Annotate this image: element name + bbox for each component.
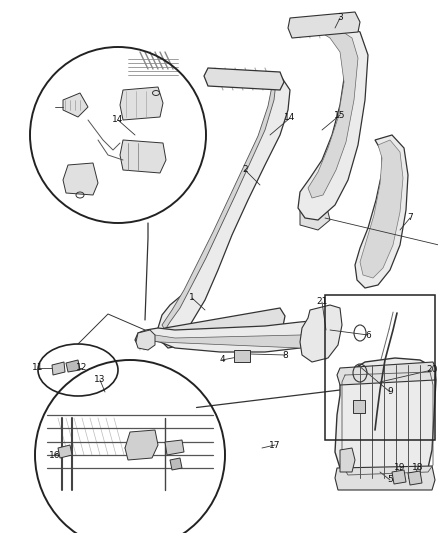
Bar: [325, 295, 435, 440]
Polygon shape: [52, 362, 65, 375]
Polygon shape: [298, 25, 368, 220]
Polygon shape: [355, 135, 408, 288]
Polygon shape: [136, 330, 155, 350]
Polygon shape: [360, 140, 403, 278]
Text: 2: 2: [242, 166, 248, 174]
Polygon shape: [204, 68, 284, 90]
Text: 8: 8: [282, 351, 288, 359]
Text: 17: 17: [269, 440, 281, 449]
Polygon shape: [158, 75, 290, 342]
Polygon shape: [408, 471, 422, 485]
Text: 7: 7: [407, 214, 413, 222]
Bar: [234, 350, 250, 362]
Polygon shape: [125, 430, 158, 460]
Polygon shape: [148, 332, 325, 348]
Text: 5: 5: [387, 475, 393, 484]
Text: 11: 11: [32, 364, 44, 373]
Text: 1: 1: [189, 294, 195, 303]
Polygon shape: [300, 200, 330, 230]
Polygon shape: [162, 78, 276, 330]
Polygon shape: [165, 440, 184, 455]
Text: 6: 6: [365, 330, 371, 340]
Text: 13: 13: [94, 376, 106, 384]
Polygon shape: [335, 358, 436, 482]
Text: 4: 4: [219, 356, 225, 365]
Text: 21: 21: [316, 297, 328, 306]
Polygon shape: [335, 466, 435, 490]
Polygon shape: [308, 30, 358, 198]
Text: 14: 14: [112, 116, 124, 125]
Polygon shape: [160, 308, 285, 348]
Text: 20: 20: [426, 366, 438, 375]
Polygon shape: [66, 360, 80, 372]
Polygon shape: [120, 87, 163, 120]
Polygon shape: [353, 400, 365, 413]
Text: 15: 15: [334, 110, 346, 119]
Polygon shape: [135, 320, 335, 352]
Text: 19: 19: [394, 464, 406, 472]
Polygon shape: [170, 458, 182, 470]
Text: 12: 12: [76, 364, 88, 373]
Polygon shape: [120, 140, 166, 173]
Polygon shape: [340, 448, 355, 472]
Text: 3: 3: [337, 13, 343, 22]
Text: 18: 18: [412, 464, 424, 472]
Polygon shape: [337, 362, 436, 385]
Polygon shape: [58, 445, 72, 458]
Text: 9: 9: [387, 387, 393, 397]
Text: 14: 14: [284, 114, 296, 123]
Polygon shape: [392, 470, 406, 484]
Polygon shape: [63, 163, 98, 195]
Polygon shape: [288, 12, 360, 38]
Polygon shape: [300, 305, 342, 362]
Polygon shape: [63, 93, 88, 117]
Text: 16: 16: [49, 450, 61, 459]
